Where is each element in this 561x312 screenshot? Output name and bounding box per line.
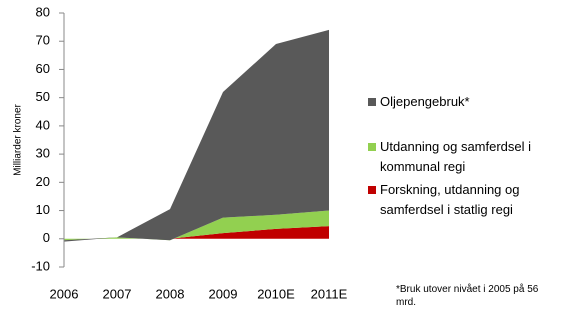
y-tick-label: 60 xyxy=(36,61,50,76)
y-tick-label: 50 xyxy=(36,89,50,104)
legend-swatch xyxy=(368,143,376,151)
x-tick-label: 2008 xyxy=(156,286,185,301)
x-tick-label: 2011E xyxy=(311,286,348,301)
legend-label: Oljepengebruk* xyxy=(380,94,470,109)
legend-swatch xyxy=(368,98,376,106)
y-tick-label: 80 xyxy=(36,4,50,19)
y-tick-label: 20 xyxy=(36,174,50,189)
x-tick-label: 2007 xyxy=(103,286,132,301)
legend-label: Forskning, utdanning og samferdsel i sta… xyxy=(380,182,520,217)
x-tick-label: 2010E xyxy=(257,286,295,301)
y-tick-label: 10 xyxy=(36,202,50,217)
legend-swatch xyxy=(368,186,376,194)
area xyxy=(64,226,329,239)
y-tick-label: 70 xyxy=(36,33,50,48)
x-tick-label: 2009 xyxy=(209,286,238,301)
y-axis-label: Milliarder kroner xyxy=(13,103,24,175)
x-tick-label: 2006 xyxy=(50,286,79,301)
y-tick-label: 40 xyxy=(36,117,50,132)
y-tick-label: -10 xyxy=(31,258,50,273)
area xyxy=(64,29,329,242)
area xyxy=(64,210,329,241)
legend-label: Utdanning og samferdsel i kommunal regi xyxy=(380,139,532,174)
footnote: *Bruk utover nivået i 2005 på 56 mrd. xyxy=(396,284,539,308)
y-tick-label: 0 xyxy=(43,230,50,245)
y-tick-label: 30 xyxy=(36,146,50,161)
